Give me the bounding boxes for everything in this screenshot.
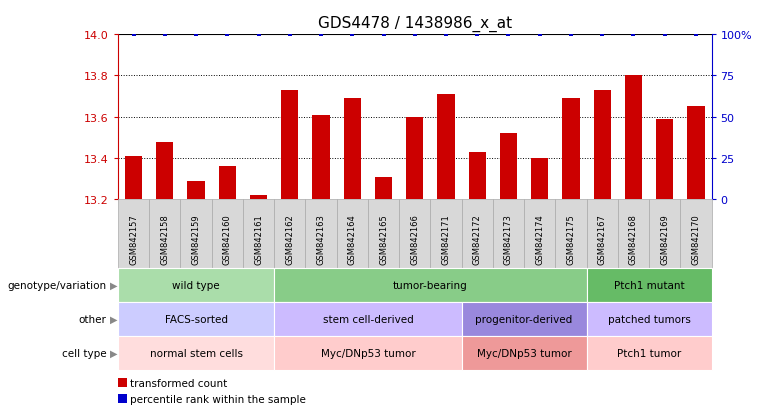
Text: GSM842169: GSM842169	[661, 213, 669, 264]
Text: FACS-sorted: FACS-sorted	[164, 314, 228, 324]
Text: Ptch1 mutant: Ptch1 mutant	[613, 280, 684, 290]
Text: GSM842174: GSM842174	[535, 213, 544, 264]
Text: GSM842165: GSM842165	[379, 213, 388, 264]
Text: other: other	[78, 314, 107, 324]
Text: percentile rank within the sample: percentile rank within the sample	[130, 394, 306, 404]
Text: transformed count: transformed count	[130, 378, 228, 388]
Text: cell type: cell type	[62, 348, 107, 358]
Text: GSM842168: GSM842168	[629, 213, 638, 264]
Point	[284, 32, 296, 38]
Text: GSM842166: GSM842166	[410, 213, 419, 264]
Text: GSM842172: GSM842172	[473, 213, 482, 264]
Text: GSM842171: GSM842171	[441, 213, 451, 264]
Bar	[438, 95, 454, 200]
Text: GSM842162: GSM842162	[285, 213, 295, 264]
Text: GSM842167: GSM842167	[597, 213, 607, 264]
Bar	[625, 76, 642, 200]
Bar	[594, 91, 611, 200]
Point	[596, 32, 608, 38]
Point	[658, 32, 670, 38]
Point	[346, 32, 358, 38]
Bar	[375, 177, 392, 200]
Text: ▶: ▶	[110, 314, 118, 324]
Point	[377, 32, 390, 38]
Bar	[500, 134, 517, 200]
Bar	[562, 99, 580, 200]
Point	[502, 32, 514, 38]
Bar	[156, 142, 174, 200]
Text: genotype/variation: genotype/variation	[8, 280, 107, 290]
Bar	[656, 119, 673, 200]
Text: GSM842161: GSM842161	[254, 213, 263, 264]
Text: GSM842163: GSM842163	[317, 213, 326, 264]
Text: Myc/DNp53 tumor: Myc/DNp53 tumor	[476, 348, 572, 358]
Point	[128, 32, 140, 38]
Text: tumor-bearing: tumor-bearing	[393, 280, 468, 290]
Point	[159, 32, 171, 38]
Text: GSM842164: GSM842164	[348, 213, 357, 264]
Text: GSM842159: GSM842159	[192, 214, 201, 264]
Bar	[344, 99, 361, 200]
Text: GSM842157: GSM842157	[129, 213, 138, 264]
Point	[221, 32, 234, 38]
Text: progenitor-derived: progenitor-derived	[476, 314, 573, 324]
Text: GSM842173: GSM842173	[504, 213, 513, 264]
Bar	[469, 152, 486, 200]
Text: normal stem cells: normal stem cells	[150, 348, 243, 358]
Bar	[281, 91, 298, 200]
Text: GSM842170: GSM842170	[692, 213, 700, 264]
Bar	[125, 157, 142, 200]
Bar	[187, 181, 205, 200]
Bar	[218, 167, 236, 200]
Bar	[250, 196, 267, 200]
Point	[565, 32, 577, 38]
Text: ▶: ▶	[110, 348, 118, 358]
Point	[689, 32, 702, 38]
Point	[409, 32, 421, 38]
Point	[253, 32, 265, 38]
Text: GSM842158: GSM842158	[161, 213, 169, 264]
Bar	[687, 107, 705, 200]
Point	[315, 32, 327, 38]
Text: stem cell-derived: stem cell-derived	[323, 314, 413, 324]
Text: wild type: wild type	[172, 280, 220, 290]
Bar	[313, 116, 330, 200]
Bar	[531, 159, 549, 200]
Bar	[406, 118, 423, 200]
Text: patched tumors: patched tumors	[607, 314, 690, 324]
Text: ▶: ▶	[110, 280, 118, 290]
Point	[533, 32, 546, 38]
Text: GSM842175: GSM842175	[566, 213, 575, 264]
Point	[440, 32, 452, 38]
Point	[627, 32, 639, 38]
Point	[471, 32, 483, 38]
Point	[190, 32, 202, 38]
Text: Ptch1 tumor: Ptch1 tumor	[617, 348, 681, 358]
Title: GDS4478 / 1438986_x_at: GDS4478 / 1438986_x_at	[317, 16, 512, 32]
Text: Myc/DNp53 tumor: Myc/DNp53 tumor	[320, 348, 416, 358]
Text: GSM842160: GSM842160	[223, 213, 232, 264]
